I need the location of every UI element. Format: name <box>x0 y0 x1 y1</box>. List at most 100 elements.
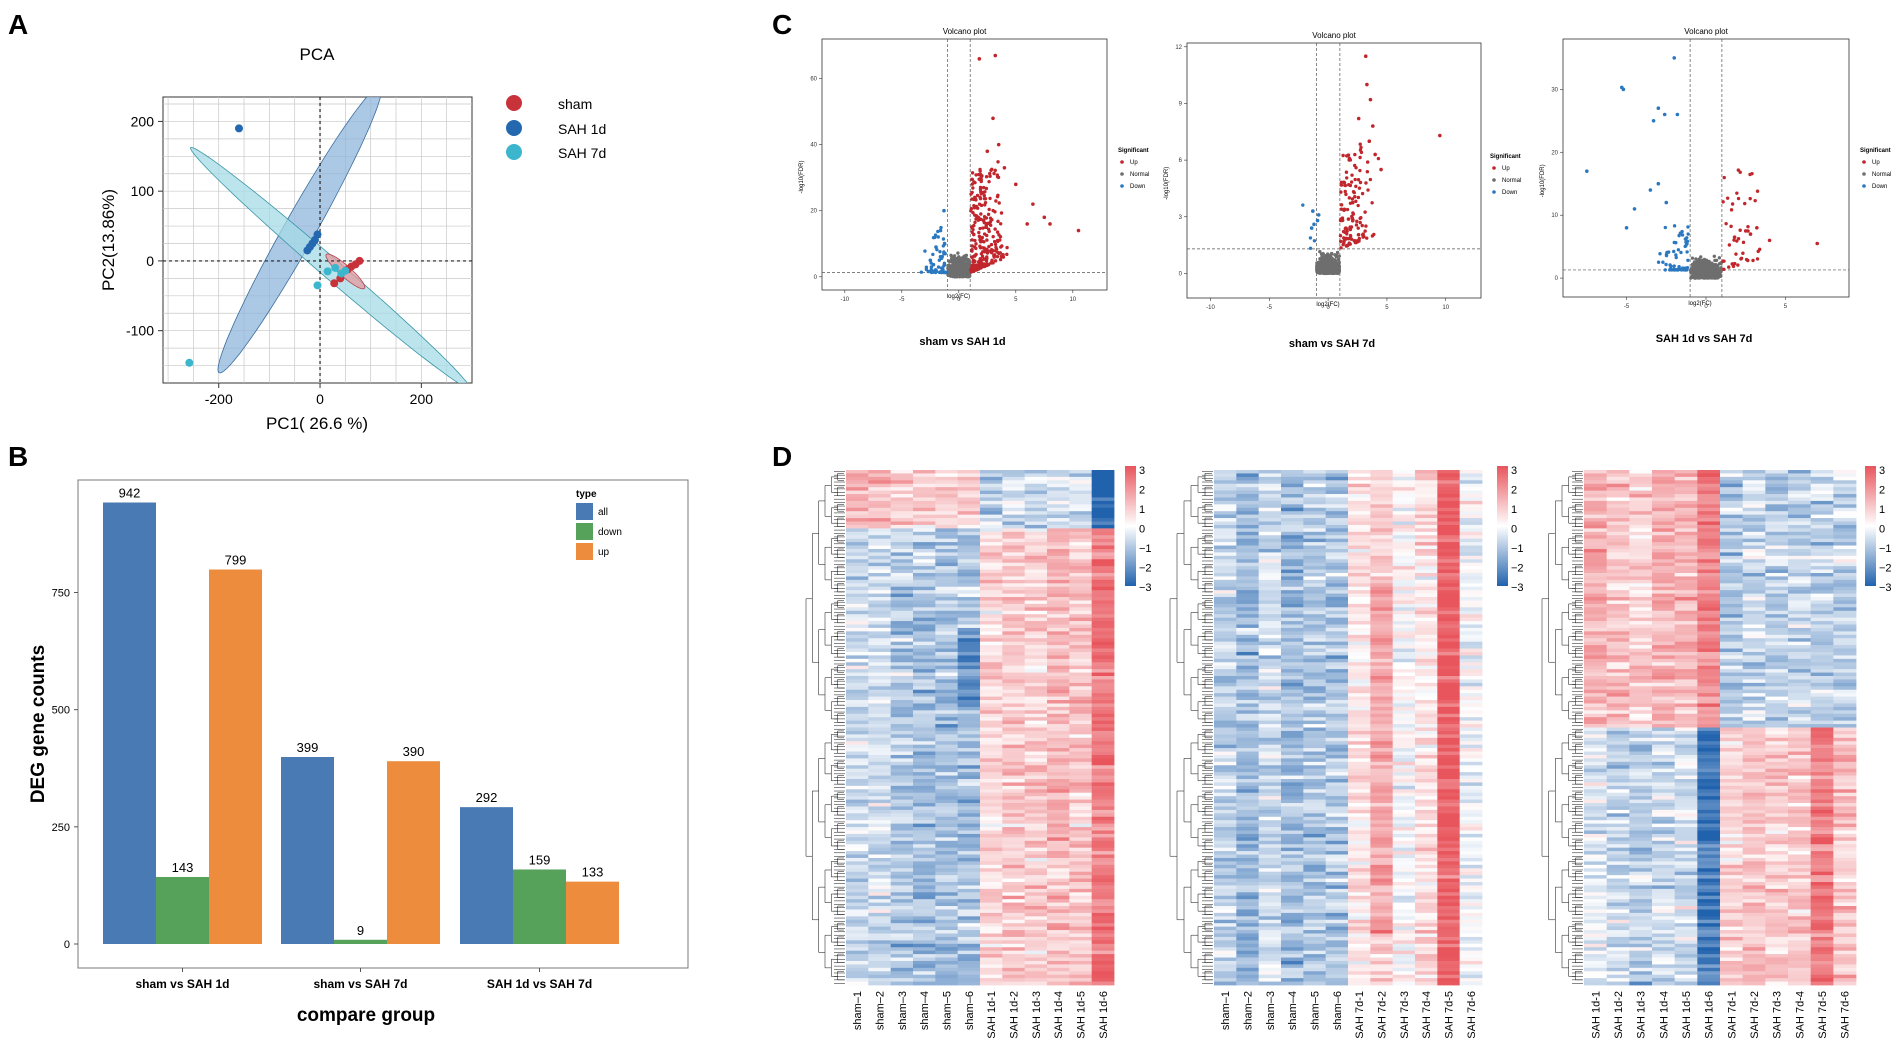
volcano-point-down <box>1686 225 1690 229</box>
heatmap-cell <box>935 851 959 855</box>
heatmap-cell <box>913 744 936 749</box>
heatmap-cell <box>913 947 936 952</box>
heatmap-cell <box>1002 936 1026 941</box>
heatmap-cell <box>957 682 981 687</box>
heatmap-cell <box>1236 518 1260 522</box>
heatmap-cell <box>1069 957 1093 962</box>
heatmap-cell <box>846 830 869 835</box>
heatmap-cell <box>868 552 892 557</box>
heatmap-cell <box>935 772 959 776</box>
heatmap-cell <box>1024 676 1048 680</box>
heatmap-cell <box>1091 851 1115 855</box>
heatmap-cell <box>913 610 936 615</box>
heatmap-cell <box>846 490 869 495</box>
heatmap-cell <box>1047 940 1070 945</box>
heatmap-cell <box>935 700 959 704</box>
heatmap-cell <box>1024 803 1048 807</box>
heatmap-cell <box>980 772 1003 776</box>
heatmap-cell <box>1002 816 1026 821</box>
heatmap-cell <box>1047 730 1070 735</box>
heatmap-cell <box>1459 552 1483 557</box>
heatmap-cell <box>980 803 1003 807</box>
volcano-point-up <box>991 208 995 213</box>
heatmap-cell <box>1091 686 1115 691</box>
heatmap-cell <box>1091 470 1115 474</box>
volcano-point-up <box>1732 235 1737 240</box>
heatmap-cell <box>1214 590 1237 594</box>
heatmap-cell <box>957 892 981 897</box>
heatmap-cell <box>913 524 936 529</box>
heatmap-cell <box>890 710 914 715</box>
heatmap-cell <box>846 792 869 797</box>
panel-label-d: D <box>772 441 792 472</box>
heatmap-cell <box>1024 754 1048 759</box>
pca-point-sah-1d <box>234 124 243 133</box>
heatmap-cell <box>890 713 914 718</box>
heatmap-cell <box>1091 919 1115 924</box>
heatmap-cell <box>957 693 981 697</box>
heatmap-cell <box>1091 645 1115 649</box>
heatmap-cell <box>980 679 1003 684</box>
heatmap-cell <box>1069 782 1093 787</box>
heatmap-cell <box>1459 500 1483 505</box>
heatmap-cell <box>1069 971 1093 976</box>
heatmap-cell <box>1069 576 1093 581</box>
heatmap-cell <box>1214 531 1237 536</box>
heatmap-cell <box>957 710 981 715</box>
heatmap-cell <box>980 500 1003 505</box>
heatmap-cell <box>980 964 1003 969</box>
volcano-point-normal <box>1701 265 1706 270</box>
volcano-point-down <box>1683 268 1688 272</box>
heatmap-cell <box>868 888 892 893</box>
heatmap-cell <box>846 971 869 976</box>
heatmap-cell <box>1047 840 1070 845</box>
volcano-point-up <box>1356 226 1360 230</box>
heatmap-cell <box>980 476 1003 481</box>
heatmap-cell <box>868 689 892 694</box>
heatmap-cell <box>1069 689 1093 694</box>
heatmap-cell <box>913 775 936 780</box>
heatmap-cell <box>1214 528 1237 533</box>
heatmap-cell <box>846 878 869 883</box>
heatmap-cell <box>890 538 914 543</box>
heatmap-cell <box>957 590 981 594</box>
heatmap-cell <box>935 483 959 488</box>
volcano-point-normal <box>1699 255 1703 259</box>
heatmap-cell <box>980 744 1003 749</box>
heatmap-cell <box>957 586 981 591</box>
heatmap-cell <box>935 490 959 495</box>
heatmap-cell <box>1392 483 1416 488</box>
heatmap-cell <box>957 528 981 533</box>
heatmap-cell <box>935 665 959 670</box>
heatmap-cell <box>846 919 869 924</box>
heatmap-cell <box>913 950 936 955</box>
heatmap-cell <box>890 847 914 852</box>
heatmap-cell <box>890 607 914 612</box>
heatmap-cell <box>1415 555 1438 560</box>
heatmap-cell <box>890 511 914 516</box>
heatmap-cell <box>1258 593 1282 598</box>
heatmap-cell <box>1024 868 1048 873</box>
heatmap-cell <box>1459 476 1483 481</box>
volcano-point-down <box>1651 119 1656 123</box>
heatmap-cell <box>868 906 892 910</box>
heatmap-cell <box>957 648 981 653</box>
volcano-point-normal <box>1717 256 1722 260</box>
heatmap-cell <box>1091 957 1115 962</box>
heatmap-cell <box>1069 641 1093 646</box>
heatmap-cell <box>1091 700 1115 704</box>
heatmap-cell <box>1091 882 1115 886</box>
heatmap-cell <box>1024 936 1048 941</box>
heatmap-cell <box>1258 518 1282 522</box>
heatmap-cell <box>1069 476 1093 481</box>
heatmap-cell <box>868 840 892 845</box>
heatmap-cell <box>1091 930 1115 934</box>
heatmap-cell <box>935 682 959 687</box>
volcano-point-up <box>978 246 983 250</box>
heatmap-cell <box>1214 524 1237 529</box>
volcano-point-up <box>1741 251 1745 255</box>
heatmap-cell <box>846 497 869 502</box>
heatmap-cell <box>846 665 869 670</box>
heatmap-cell <box>846 861 869 866</box>
heatmap-cell <box>1370 535 1394 540</box>
